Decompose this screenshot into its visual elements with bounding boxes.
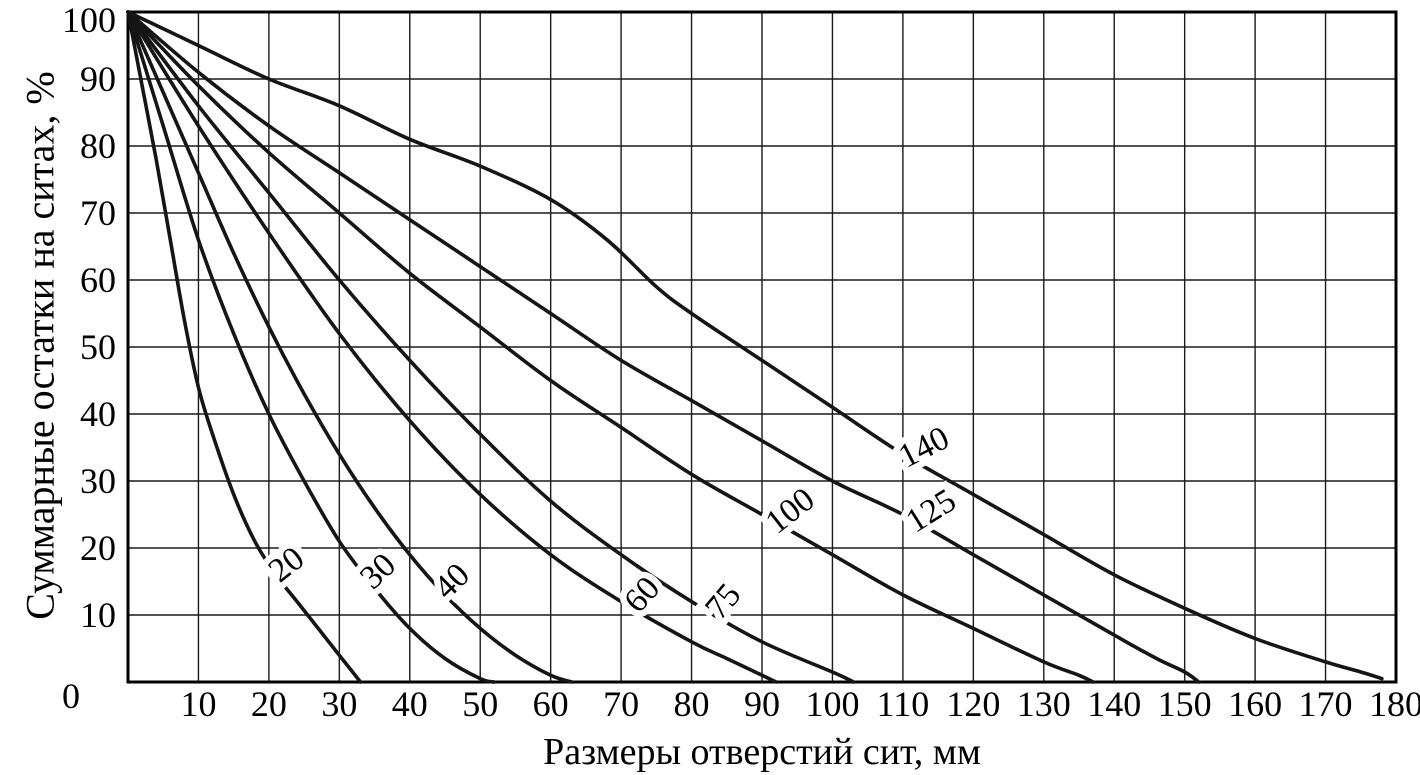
- x-tick-label: 100: [805, 684, 859, 724]
- x-tick-label: 60: [533, 684, 569, 724]
- x-tick-label: 120: [946, 684, 1000, 724]
- x-tick-label: 160: [1228, 684, 1282, 724]
- x-tick-label: 90: [744, 684, 780, 724]
- curve-40: [126, 10, 574, 684]
- curve-140: [126, 10, 1384, 681]
- y-tick-label: 50: [80, 327, 116, 367]
- curve-30: [126, 10, 497, 684]
- x-tick-label: 40: [392, 684, 428, 724]
- x-tick-label: 130: [1017, 684, 1071, 724]
- y-tick-label: 100: [62, 0, 116, 40]
- y-tick-label: 20: [80, 528, 116, 568]
- y-tick-label: 40: [80, 394, 116, 434]
- curve-20: [126, 10, 363, 684]
- plot-border: [126, 10, 1398, 684]
- x-tick-label: 80: [674, 684, 710, 724]
- x-tick-label: 150: [1158, 684, 1212, 724]
- curve-100: [126, 10, 1095, 684]
- grid: [128, 12, 1396, 682]
- x-axis-title: Размеры отверстий сит, мм: [543, 731, 981, 773]
- x-tick-label: 10: [180, 684, 216, 724]
- curve-60: [126, 10, 778, 684]
- x-tick-label: 180: [1369, 684, 1420, 724]
- tick-labels: 10 20 30 40 50 60 70 80 90 100 10 20 30 40 50 60 70 80 90 1…: [62, 0, 1420, 724]
- y-tick-label: 10: [80, 595, 116, 635]
- origin-tick-label: 0: [62, 676, 80, 716]
- x-tick-label: 170: [1299, 684, 1353, 724]
- x-tick-label: 70: [603, 684, 639, 724]
- x-tick-label: 50: [462, 684, 498, 724]
- x-tick-label: 140: [1087, 684, 1141, 724]
- y-tick-label: 80: [80, 126, 116, 166]
- y-tick-label: 30: [80, 461, 116, 501]
- curve-125: [126, 10, 1201, 684]
- x-tick-label: 30: [321, 684, 357, 724]
- x-tick-label: 110: [877, 684, 930, 724]
- y-tick-label: 90: [80, 59, 116, 99]
- curve-75: [126, 10, 856, 684]
- x-tick-label: 20: [251, 684, 287, 724]
- curves: [126, 10, 1384, 684]
- y-tick-label: 60: [80, 260, 116, 300]
- y-axis-title: Суммарные остатки на ситах, %: [17, 71, 63, 620]
- y-tick-label: 70: [80, 193, 116, 233]
